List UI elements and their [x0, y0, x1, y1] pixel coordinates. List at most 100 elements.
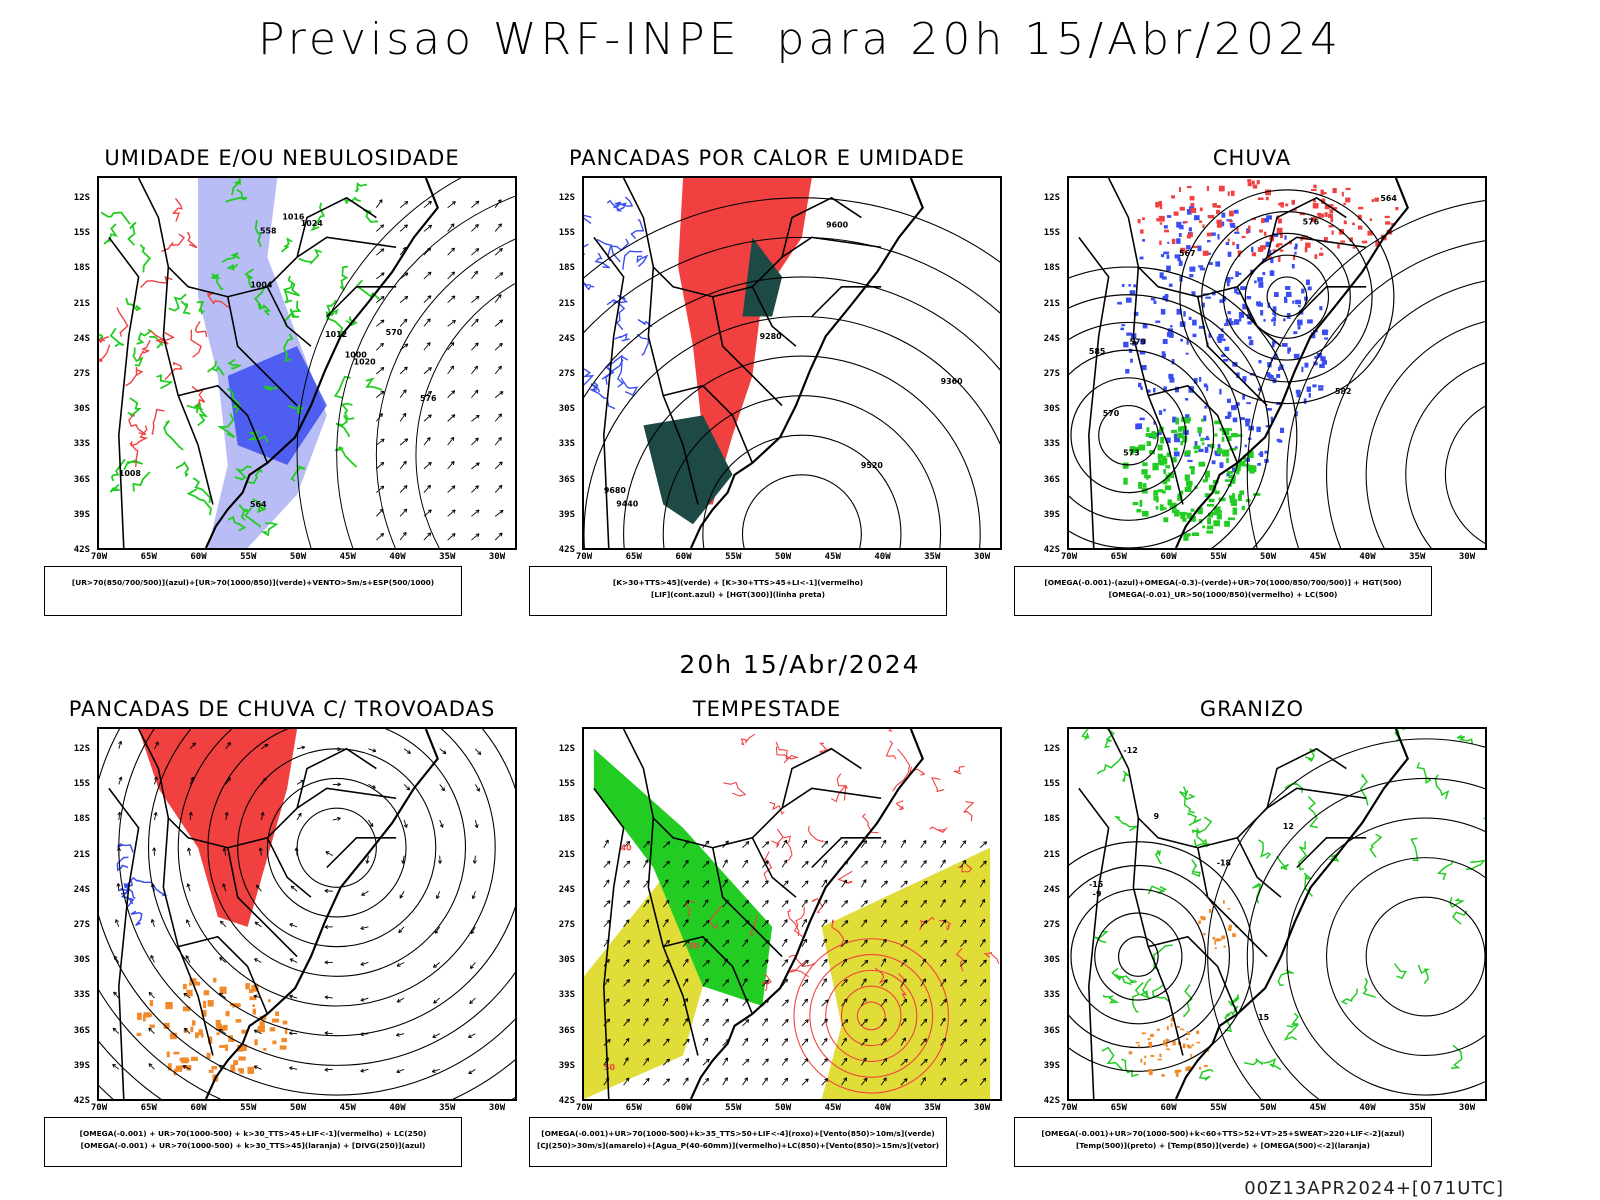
- field-cell: [1256, 426, 1261, 433]
- field-cell: [1295, 299, 1301, 305]
- wind-vector: [183, 992, 191, 999]
- wind-vector-head: [499, 391, 504, 393]
- wind-vector-head: [666, 841, 670, 843]
- wind-vector-head: [380, 342, 384, 345]
- wind-vector-head: [744, 939, 749, 942]
- wind-vector-head: [766, 1038, 769, 1043]
- field-cell: [1163, 408, 1166, 412]
- isoline: [1069, 841, 1254, 1072]
- lon-tick-label: 40W: [389, 552, 406, 562]
- lon-tick-label: 45W: [339, 1103, 356, 1113]
- wind-vector-head: [112, 1064, 115, 1068]
- field-cell: [1343, 220, 1347, 225]
- wind-vector-head: [112, 1028, 115, 1032]
- wind-vector: [821, 1038, 828, 1046]
- wind-vector: [900, 900, 908, 908]
- field-cell: [1226, 435, 1232, 441]
- wind-vector-head: [253, 994, 258, 996]
- field-cell: [281, 1038, 288, 1043]
- field-cell: [1208, 484, 1217, 491]
- lat-tick-label: 39S: [558, 1060, 575, 1071]
- wind-vector-head: [824, 1078, 828, 1081]
- field-cell: [1206, 525, 1214, 530]
- wind-vector-head: [905, 920, 908, 925]
- wind-vector: [148, 1063, 155, 1070]
- field-cell: [1190, 207, 1197, 213]
- wind-vector-head: [684, 978, 689, 981]
- wind-vector-head: [477, 296, 480, 300]
- field-cell: [1190, 202, 1195, 207]
- wind-vector-head: [398, 929, 400, 933]
- field-cell: [1301, 288, 1305, 294]
- wind-vector: [861, 1018, 868, 1027]
- field-cell: [216, 1032, 220, 1036]
- wind-vector-head: [469, 1002, 474, 1005]
- wind-vector-head: [684, 958, 689, 962]
- wind-vector-head: [500, 461, 503, 466]
- lat-tick-label: 36S: [1043, 474, 1060, 485]
- wind-vector: [841, 1077, 847, 1086]
- field-cell: [279, 1045, 287, 1050]
- contour-line: [1096, 754, 1124, 775]
- contour-line: [287, 404, 305, 415]
- wind-vector-head: [645, 919, 649, 922]
- field-cell: [1319, 306, 1323, 311]
- wind-vector: [979, 959, 987, 967]
- field-cell: [1162, 479, 1168, 485]
- field-cell: [1270, 357, 1273, 362]
- wind-vector-head: [767, 880, 769, 885]
- field-cell: [1247, 336, 1252, 340]
- field-cell: [1163, 517, 1169, 523]
- wind-vector-head: [981, 899, 985, 902]
- field-cell: [1186, 1044, 1190, 1048]
- field-cell: [1188, 417, 1192, 422]
- field-cell: [1177, 493, 1182, 500]
- wind-vector: [940, 859, 946, 868]
- wind-vector-head: [865, 919, 868, 924]
- wind-vector: [295, 847, 298, 856]
- contour-line: [132, 425, 149, 446]
- contour-label: 9360: [941, 377, 964, 386]
- country-border: [1196, 296, 1268, 407]
- field-cell: [1227, 191, 1230, 196]
- field-cell: [1155, 201, 1160, 208]
- map-granizo: -15 -18 -12 -9 15 12 9: [1067, 727, 1487, 1101]
- field-cell: [1123, 477, 1128, 485]
- field-cell: [1189, 273, 1194, 278]
- wind-vector-head: [823, 958, 828, 962]
- wind-vector-head: [945, 939, 947, 944]
- legend-line: [UR>70(850/700/500)](azul)+[UR>70(1000/8…: [71, 578, 435, 587]
- wind-vector: [403, 819, 408, 828]
- field-cell: [1139, 417, 1145, 421]
- field-cell: [1277, 218, 1282, 224]
- wind-vector-head: [431, 1069, 435, 1073]
- wind-vector: [742, 978, 748, 987]
- wind-vector-head: [764, 959, 769, 962]
- field-cell: [1272, 306, 1277, 312]
- field-cell: [1196, 1030, 1200, 1035]
- field-cell: [1175, 417, 1179, 425]
- field-cell: [186, 1065, 192, 1071]
- field-cell: [1367, 230, 1373, 236]
- wind-vector: [979, 841, 987, 849]
- field-cell: [1174, 386, 1179, 393]
- contour-line: [161, 332, 175, 342]
- field-cell: [1185, 1067, 1190, 1072]
- wind-vector: [361, 890, 369, 896]
- field-cell: [1247, 179, 1252, 183]
- field-cell: [1164, 293, 1169, 298]
- field-cell: [282, 1020, 288, 1025]
- field-cell: [1267, 362, 1272, 368]
- legend-line: [CJ(250)>30m/s](amarelo)+[Agua_P(40-60mm…: [537, 1141, 939, 1150]
- wind-vector-head: [380, 367, 384, 369]
- wind-vector-head: [452, 365, 455, 370]
- wind-vector-head: [451, 390, 455, 393]
- field-cell: [1273, 233, 1279, 237]
- field-cell: [1314, 254, 1318, 259]
- wind-vector-head: [402, 246, 407, 250]
- wind-vector-head: [405, 389, 407, 394]
- wind-vector: [722, 1018, 729, 1027]
- wind-vector: [920, 880, 928, 888]
- field-cell: [1194, 450, 1198, 454]
- field-cell: [1201, 442, 1205, 445]
